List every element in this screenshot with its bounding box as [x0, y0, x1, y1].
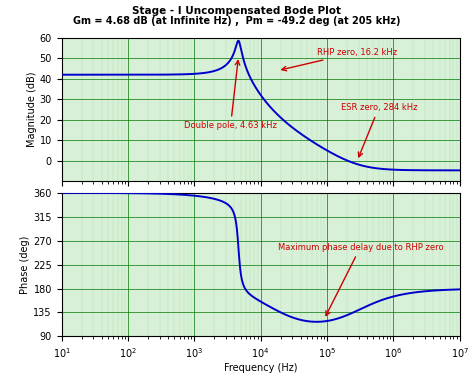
Y-axis label: Phase (deg): Phase (deg) [20, 235, 30, 294]
Text: RHP zero, 16.2 kHz: RHP zero, 16.2 kHz [282, 48, 397, 71]
Text: ESR zero, 284 kHz: ESR zero, 284 kHz [341, 103, 417, 157]
Y-axis label: Magnitude (dB): Magnitude (dB) [27, 72, 37, 147]
Text: Stage - I Uncompensated Bode Plot: Stage - I Uncompensated Bode Plot [133, 6, 341, 15]
X-axis label: Frequency (Hz): Frequency (Hz) [224, 363, 298, 373]
Text: Double pole, 4.63 kHz: Double pole, 4.63 kHz [184, 60, 277, 130]
Text: Gm = 4.68 dB (at Infinite Hz) ,  Pm = -49.2 deg (at 205 kHz): Gm = 4.68 dB (at Infinite Hz) , Pm = -49… [73, 16, 401, 26]
Text: Maximum phase delay due to RHP zero: Maximum phase delay due to RHP zero [278, 243, 443, 316]
